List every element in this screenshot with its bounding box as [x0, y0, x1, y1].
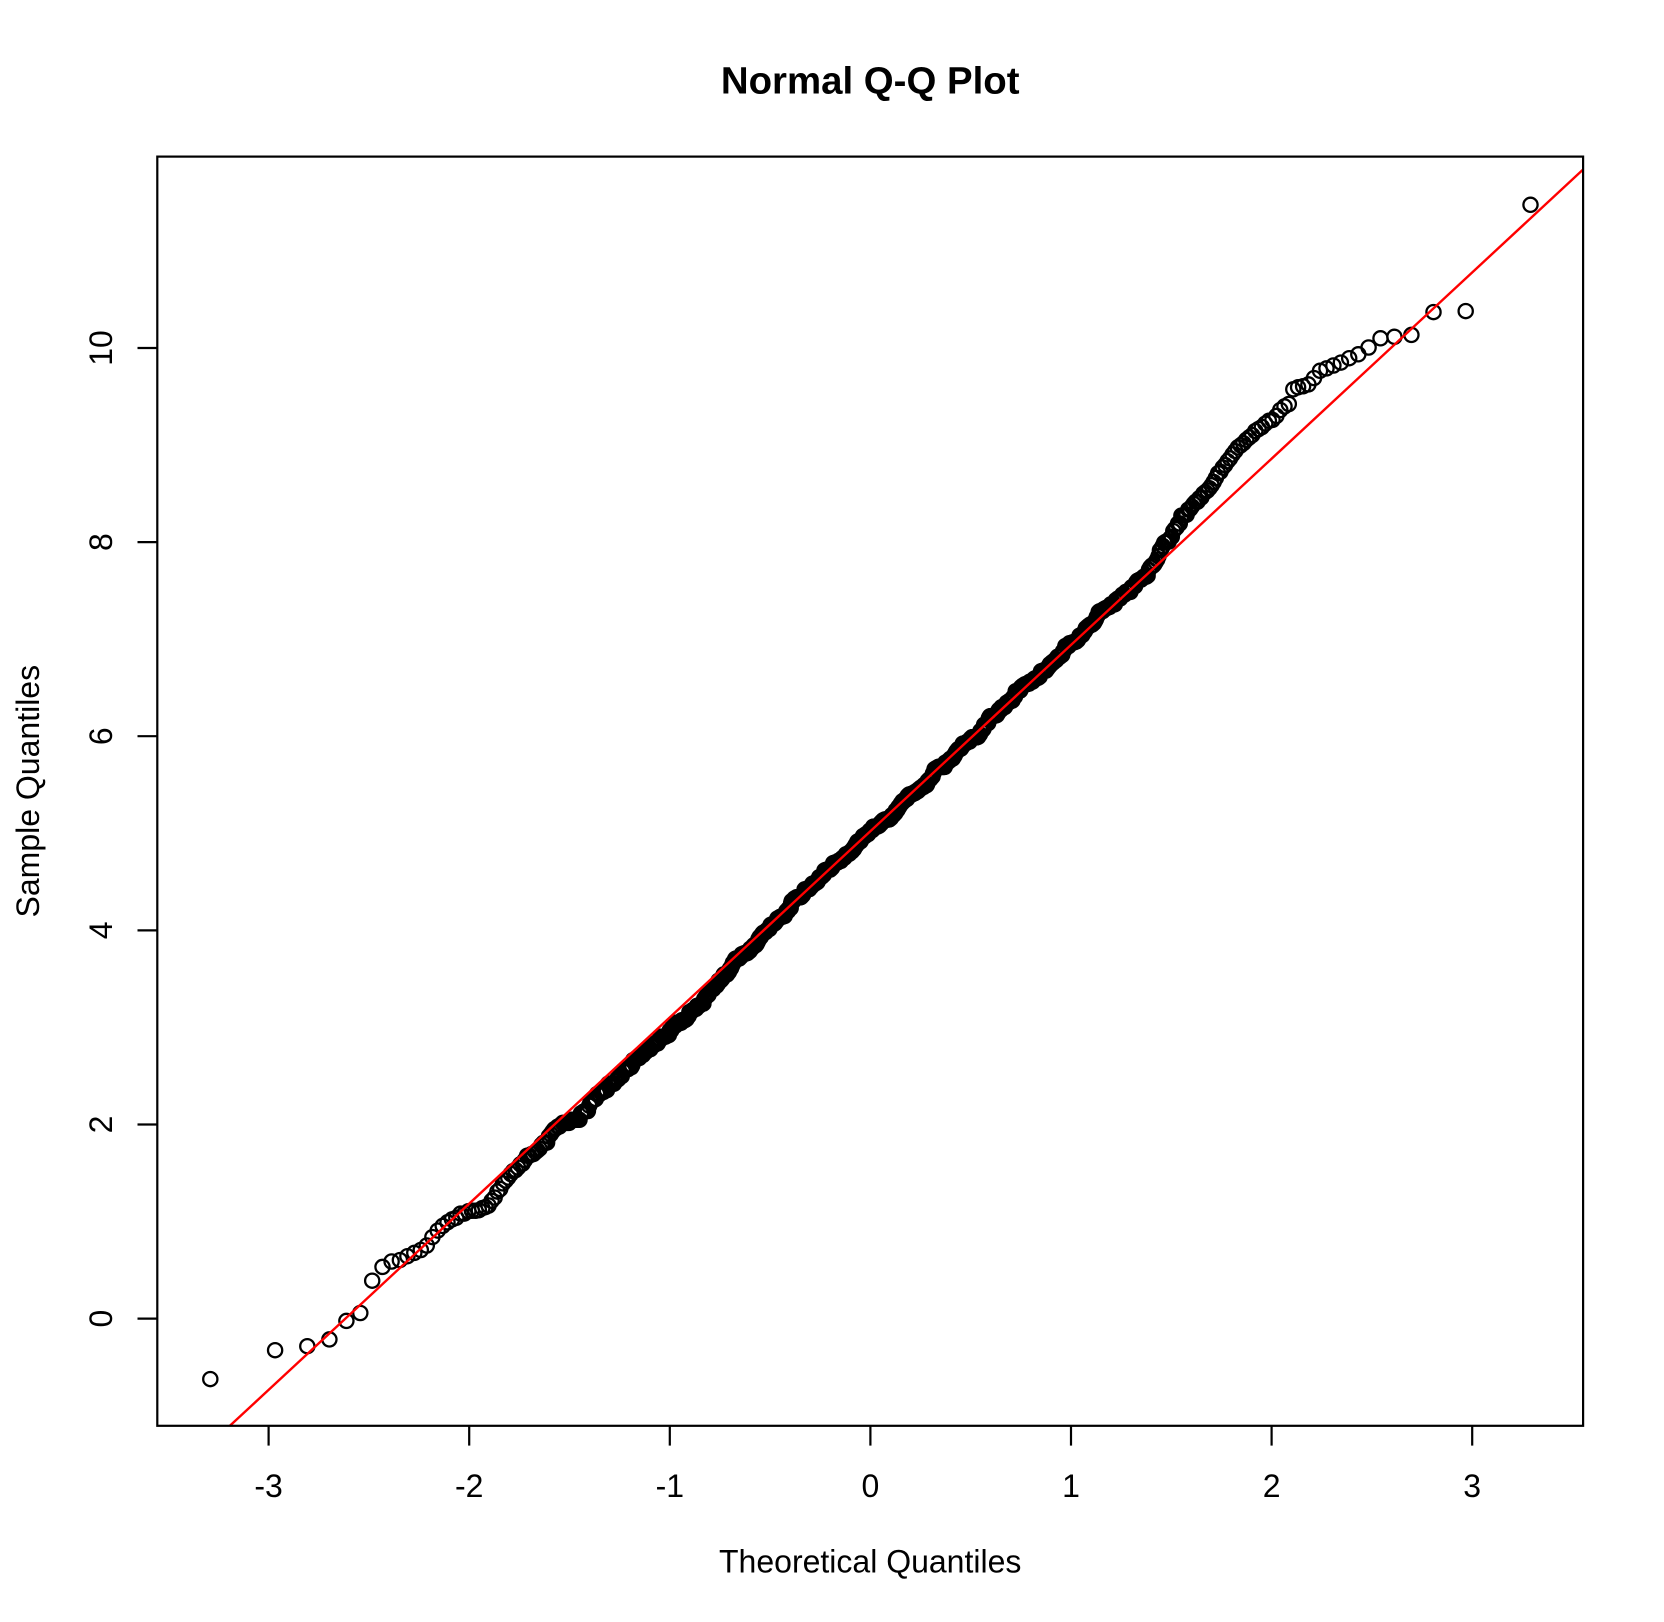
svg-text:0: 0 — [83, 1310, 119, 1328]
svg-text:Theoretical Quantiles: Theoretical Quantiles — [719, 1544, 1021, 1580]
svg-text:1: 1 — [1062, 1468, 1080, 1504]
svg-text:-3: -3 — [254, 1468, 282, 1504]
svg-text:-2: -2 — [455, 1468, 483, 1504]
svg-text:10: 10 — [83, 330, 119, 366]
svg-text:0: 0 — [862, 1468, 880, 1504]
svg-text:2: 2 — [1263, 1468, 1281, 1504]
svg-text:Sample Quantiles: Sample Quantiles — [10, 665, 46, 918]
svg-text:-1: -1 — [656, 1468, 684, 1504]
svg-text:6: 6 — [83, 727, 119, 745]
svg-text:4: 4 — [83, 922, 119, 940]
svg-text:2: 2 — [83, 1116, 119, 1134]
svg-text:8: 8 — [83, 533, 119, 551]
svg-text:Normal Q-Q Plot: Normal Q-Q Plot — [721, 60, 1020, 103]
svg-text:3: 3 — [1463, 1468, 1481, 1504]
